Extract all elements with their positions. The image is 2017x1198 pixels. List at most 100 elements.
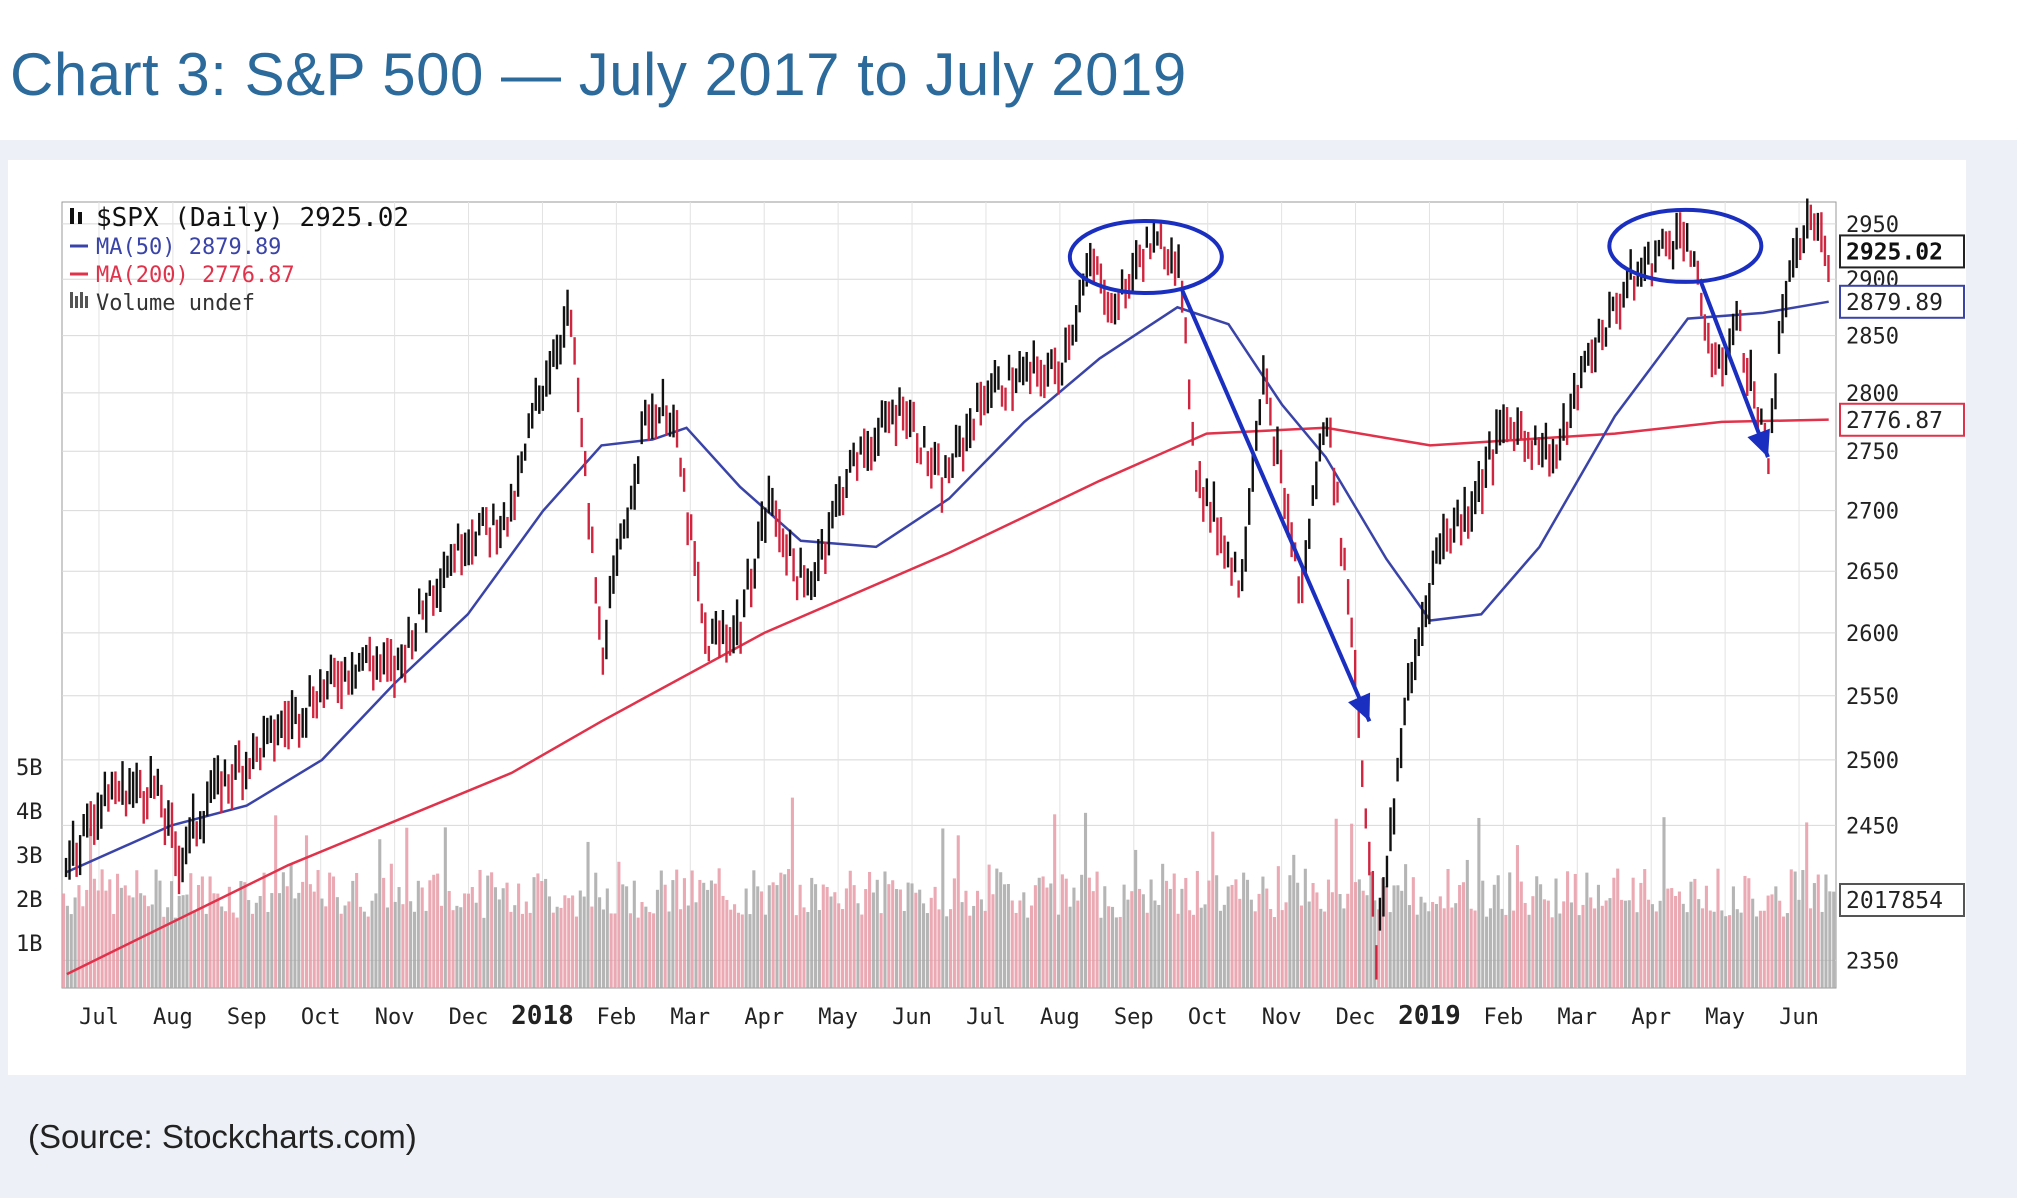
volume-bar — [216, 893, 220, 988]
volume-bar — [459, 907, 463, 988]
chart-container: 2950 2900 2850 2800 2750 2700 2650 2600 2550 2500… — [8, 160, 1966, 1075]
volume-bar — [466, 893, 471, 988]
volume-bar — [1323, 911, 1327, 988]
volume-bar — [262, 872, 266, 988]
volume-bar — [1600, 905, 1604, 988]
volume-bar — [169, 881, 174, 988]
volume-bar — [1554, 878, 1558, 988]
volume-bar — [686, 905, 690, 988]
volume-bar — [1689, 881, 1693, 988]
volume-bar — [405, 827, 409, 988]
volume-bar — [1515, 845, 1519, 988]
volume-bar — [1681, 903, 1685, 988]
volume-bar — [532, 877, 536, 988]
volume-bar — [1276, 866, 1280, 988]
volume-bar — [424, 910, 428, 988]
volume-bar — [1110, 906, 1115, 988]
volume-bar — [285, 886, 289, 988]
volume-bar — [509, 911, 513, 988]
volume-bar — [1465, 859, 1469, 988]
volume-bar — [451, 910, 455, 988]
volume-bar — [794, 915, 798, 988]
volume-bar — [81, 906, 85, 988]
volume-bar — [96, 890, 100, 988]
volume-bar — [474, 902, 478, 988]
volume-bar — [1724, 916, 1728, 988]
volume-bar — [536, 873, 540, 988]
volume-bar — [328, 872, 332, 988]
volume-bar — [544, 878, 548, 988]
legend-ma200: MA(200) 2776.87 — [96, 263, 295, 288]
volume-bar — [235, 917, 239, 988]
volume-bar — [1388, 912, 1392, 988]
volume-bar — [860, 914, 864, 988]
volume-bar — [1083, 812, 1088, 988]
volume-bar — [887, 884, 891, 988]
volume-bar — [382, 877, 386, 988]
volume-bar — [1519, 881, 1523, 988]
volume-bar — [1720, 910, 1724, 988]
volume-bar — [1080, 874, 1084, 988]
volume-bar — [1654, 911, 1658, 988]
volume-bar — [154, 869, 158, 988]
volume-bar — [1469, 908, 1473, 988]
legend-ma50: MA(50) 2879.89 — [96, 235, 281, 260]
volume-bar — [301, 881, 305, 988]
volume-bar — [1157, 904, 1161, 988]
volume-bar — [1535, 876, 1539, 988]
volume-bar — [868, 871, 872, 988]
volume-bar — [625, 886, 629, 988]
x-tick-label: Aug — [153, 1005, 193, 1030]
volume-bar — [220, 906, 224, 988]
volume-bar — [1072, 887, 1076, 988]
x-tick-label: Oct — [301, 1005, 341, 1030]
volume-bar — [493, 887, 498, 988]
volume-bar — [783, 874, 787, 988]
volume-bar — [439, 905, 444, 988]
volume-bar — [933, 886, 937, 988]
volume-bar — [1816, 874, 1820, 988]
volume-bar — [1789, 869, 1793, 988]
volume-bar — [1095, 871, 1099, 988]
volume-bar — [1643, 869, 1647, 988]
volume-bar — [436, 873, 440, 988]
volume-bar — [1797, 899, 1801, 988]
volume-bar — [1620, 899, 1624, 988]
last-price-label: 2925.02 — [1846, 239, 1943, 265]
volume-bar — [1269, 908, 1273, 988]
volume-bar — [1542, 899, 1546, 988]
volume-bar — [297, 892, 301, 988]
volume-bar — [428, 880, 432, 988]
volume-bar — [1778, 900, 1782, 988]
volume-bar — [875, 879, 879, 988]
volume-bar — [1230, 884, 1234, 988]
volume-bar — [1623, 900, 1627, 988]
volume-bar — [189, 873, 193, 988]
volume-bar — [1604, 900, 1608, 988]
volume-bar — [798, 884, 802, 988]
volume-bar — [258, 896, 262, 988]
volume-bar — [937, 909, 941, 988]
volume-bar — [555, 906, 559, 988]
volume-bar — [559, 907, 563, 988]
volume-bar — [1674, 895, 1678, 988]
volume-bar — [420, 887, 424, 988]
volume-bar — [914, 892, 918, 988]
volume-tick-label: 1B — [16, 932, 43, 957]
decline-arrow-head — [1747, 428, 1770, 458]
volume-bar — [802, 907, 806, 988]
volume-bar — [922, 903, 926, 988]
volume-bar — [1458, 884, 1462, 988]
volume-bar — [817, 909, 821, 988]
volume-bar — [1184, 877, 1188, 988]
volume-bar — [964, 890, 968, 988]
volume-bar — [1650, 904, 1654, 988]
x-tick-label: 2019 — [1398, 1001, 1461, 1031]
volume-bar — [1832, 891, 1836, 988]
volume-bar — [790, 797, 794, 988]
volume-bar — [1045, 887, 1049, 988]
volume-bar — [193, 910, 197, 988]
volume-bar — [1527, 914, 1531, 988]
volume-bar — [1431, 902, 1435, 988]
volume-bar — [274, 815, 278, 988]
